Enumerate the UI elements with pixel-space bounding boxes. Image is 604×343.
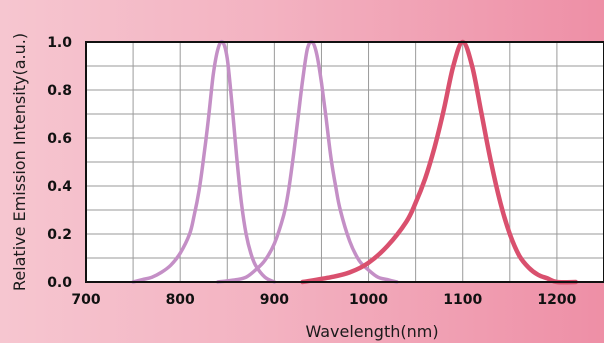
y-tick-label: 0.4 [47,179,72,195]
series-line-1 [131,39,277,284]
x-tick-label: 900 [260,292,289,308]
grid-lines [86,42,604,282]
x-tick-label: 800 [166,292,195,308]
y-tick-label: 0.8 [47,83,72,99]
y-tick-label: 0.0 [47,275,72,291]
x-axis-title: Wavelength(nm) [305,322,438,341]
y-tick-label: 1.0 [47,35,72,51]
y-axis-title: Relative Emission Intensity(a.u.) [10,33,29,291]
x-tick-label: 1200 [537,292,576,308]
x-tick-label: 1000 [349,292,388,308]
plot-frame [85,41,604,283]
x-tick-labels: 700 800 900 1000 1100 1200 [71,292,576,308]
y-tick-labels: 0.0 0.2 0.4 0.6 0.8 1.0 [47,35,72,291]
x-tick-label: 1100 [443,292,482,308]
x-tick-label: 700 [71,292,100,308]
y-tick-label: 0.6 [47,131,72,147]
y-tick-label: 0.2 [47,227,72,243]
